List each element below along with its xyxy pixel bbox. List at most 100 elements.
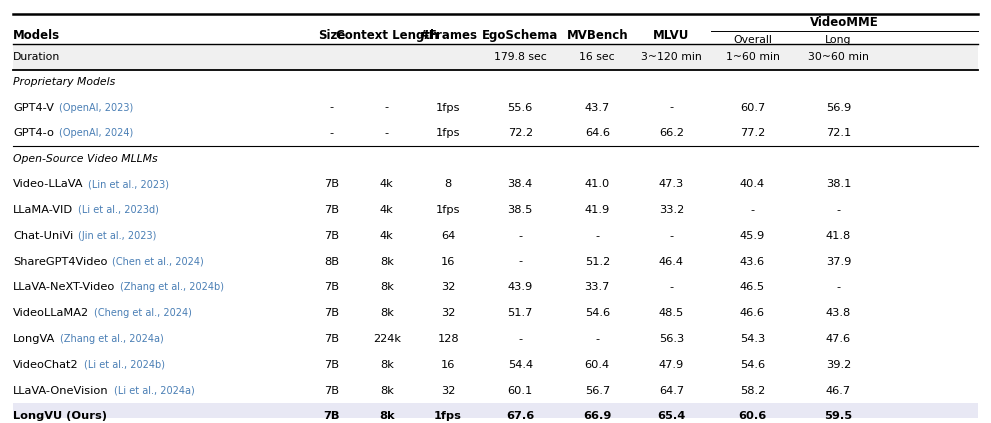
Text: 179.8 sec: 179.8 sec	[494, 52, 547, 62]
Text: 72.1: 72.1	[826, 128, 851, 138]
Text: ShareGPT4Video: ShareGPT4Video	[13, 256, 108, 266]
Text: 54.4: 54.4	[507, 360, 533, 370]
Text: -: -	[836, 205, 840, 215]
Text: 1fps: 1fps	[434, 411, 462, 421]
Text: 56.9: 56.9	[826, 102, 851, 113]
Text: (Jin et al., 2023): (Jin et al., 2023)	[78, 231, 157, 241]
Text: 7B: 7B	[324, 282, 339, 292]
Text: 7B: 7B	[324, 231, 339, 241]
Text: Open-Source Video MLLMs: Open-Source Video MLLMs	[13, 154, 158, 164]
Text: 43.6: 43.6	[740, 256, 765, 266]
Text: 51.2: 51.2	[585, 256, 609, 266]
Text: Models: Models	[13, 29, 60, 42]
Text: -: -	[669, 231, 674, 241]
Text: (Li et al., 2024a): (Li et al., 2024a)	[114, 385, 194, 396]
Text: 38.5: 38.5	[507, 205, 533, 215]
Text: 1fps: 1fps	[436, 102, 460, 113]
Text: Overall: Overall	[733, 35, 772, 45]
Text: 4k: 4k	[380, 179, 393, 189]
Text: 8B: 8B	[324, 256, 339, 266]
Text: 60.6: 60.6	[738, 411, 767, 421]
Text: LLaVA-OneVision: LLaVA-OneVision	[13, 385, 109, 396]
Text: (OpenAI, 2023): (OpenAI, 2023)	[58, 102, 133, 113]
Text: -: -	[385, 128, 388, 138]
Text: 38.4: 38.4	[507, 179, 533, 189]
Text: EgoSchema: EgoSchema	[482, 29, 558, 42]
Text: Long: Long	[826, 35, 851, 45]
Text: 56.3: 56.3	[659, 334, 684, 344]
Text: 7B: 7B	[324, 179, 339, 189]
Text: -: -	[596, 231, 600, 241]
Text: 60.4: 60.4	[585, 360, 609, 370]
Text: MLVU: MLVU	[653, 29, 690, 42]
Text: 7B: 7B	[324, 308, 339, 318]
Text: (Li et al., 2024b): (Li et al., 2024b)	[83, 360, 165, 370]
Bar	[13, 44, 978, 70]
Text: -: -	[385, 102, 388, 113]
Text: 43.8: 43.8	[826, 308, 851, 318]
Text: -: -	[836, 282, 840, 292]
Text: 46.6: 46.6	[740, 308, 765, 318]
Text: -: -	[518, 231, 522, 241]
Text: 8k: 8k	[379, 411, 394, 421]
Text: 7B: 7B	[324, 334, 339, 344]
Text: 66.2: 66.2	[659, 128, 684, 138]
Text: 47.6: 47.6	[826, 334, 851, 344]
Text: Context Length: Context Length	[336, 29, 438, 42]
Text: VideoMME: VideoMME	[810, 16, 879, 29]
Text: 7B: 7B	[324, 360, 339, 370]
Text: LLaVA-NeXT-Video: LLaVA-NeXT-Video	[13, 282, 116, 292]
Text: 64.7: 64.7	[659, 385, 684, 396]
Text: (Zhang et al., 2024a): (Zhang et al., 2024a)	[60, 334, 165, 344]
Text: Duration: Duration	[13, 52, 60, 62]
Text: -: -	[669, 102, 674, 113]
Text: 1~60 min: 1~60 min	[725, 52, 779, 62]
Text: 46.7: 46.7	[826, 385, 851, 396]
Text: 1fps: 1fps	[436, 128, 460, 138]
Text: LongVA: LongVA	[13, 334, 55, 344]
Text: 39.2: 39.2	[826, 360, 851, 370]
Text: Chat-UniVi: Chat-UniVi	[13, 231, 73, 241]
Text: 43.7: 43.7	[585, 102, 609, 113]
Text: 40.4: 40.4	[740, 179, 765, 189]
Text: 41.0: 41.0	[585, 179, 609, 189]
Text: 45.9: 45.9	[740, 231, 765, 241]
Text: 32: 32	[441, 308, 455, 318]
Text: (Zhang et al., 2024b): (Zhang et al., 2024b)	[120, 282, 224, 292]
Text: 60.7: 60.7	[740, 102, 765, 113]
Text: GPT4-o: GPT4-o	[13, 128, 55, 138]
Text: 72.2: 72.2	[507, 128, 533, 138]
Text: Size: Size	[318, 29, 345, 42]
Text: -: -	[518, 256, 522, 266]
Text: GPT4-V: GPT4-V	[13, 102, 55, 113]
Text: 7B: 7B	[323, 411, 340, 421]
Text: 8k: 8k	[380, 256, 393, 266]
Text: 60.1: 60.1	[507, 385, 533, 396]
Text: Video-LLaVA: Video-LLaVA	[13, 179, 84, 189]
Text: 8k: 8k	[380, 360, 393, 370]
Text: 67.6: 67.6	[506, 411, 534, 421]
Text: 1fps: 1fps	[436, 205, 460, 215]
Text: 8k: 8k	[380, 308, 393, 318]
Text: 30~60 min: 30~60 min	[808, 52, 869, 62]
Text: 8k: 8k	[380, 385, 393, 396]
Text: 64.6: 64.6	[585, 128, 609, 138]
Text: -: -	[329, 102, 334, 113]
Text: 58.2: 58.2	[740, 385, 765, 396]
Text: 43.9: 43.9	[507, 282, 533, 292]
Text: 66.9: 66.9	[583, 411, 611, 421]
Text: Proprietary Models: Proprietary Models	[13, 77, 116, 87]
Text: -: -	[750, 205, 754, 215]
Text: LongVU (Ours): LongVU (Ours)	[13, 411, 107, 421]
Text: LLaMA-VID: LLaMA-VID	[13, 205, 73, 215]
Text: 8: 8	[444, 179, 452, 189]
Bar	[13, 404, 978, 423]
Text: 16 sec: 16 sec	[580, 52, 615, 62]
Text: 3~120 min: 3~120 min	[641, 52, 702, 62]
Text: 32: 32	[441, 282, 455, 292]
Text: 54.3: 54.3	[740, 334, 765, 344]
Text: (Cheng et al., 2024): (Cheng et al., 2024)	[94, 308, 192, 318]
Text: 46.4: 46.4	[659, 256, 684, 266]
Text: 128: 128	[437, 334, 459, 344]
Text: 38.1: 38.1	[826, 179, 851, 189]
